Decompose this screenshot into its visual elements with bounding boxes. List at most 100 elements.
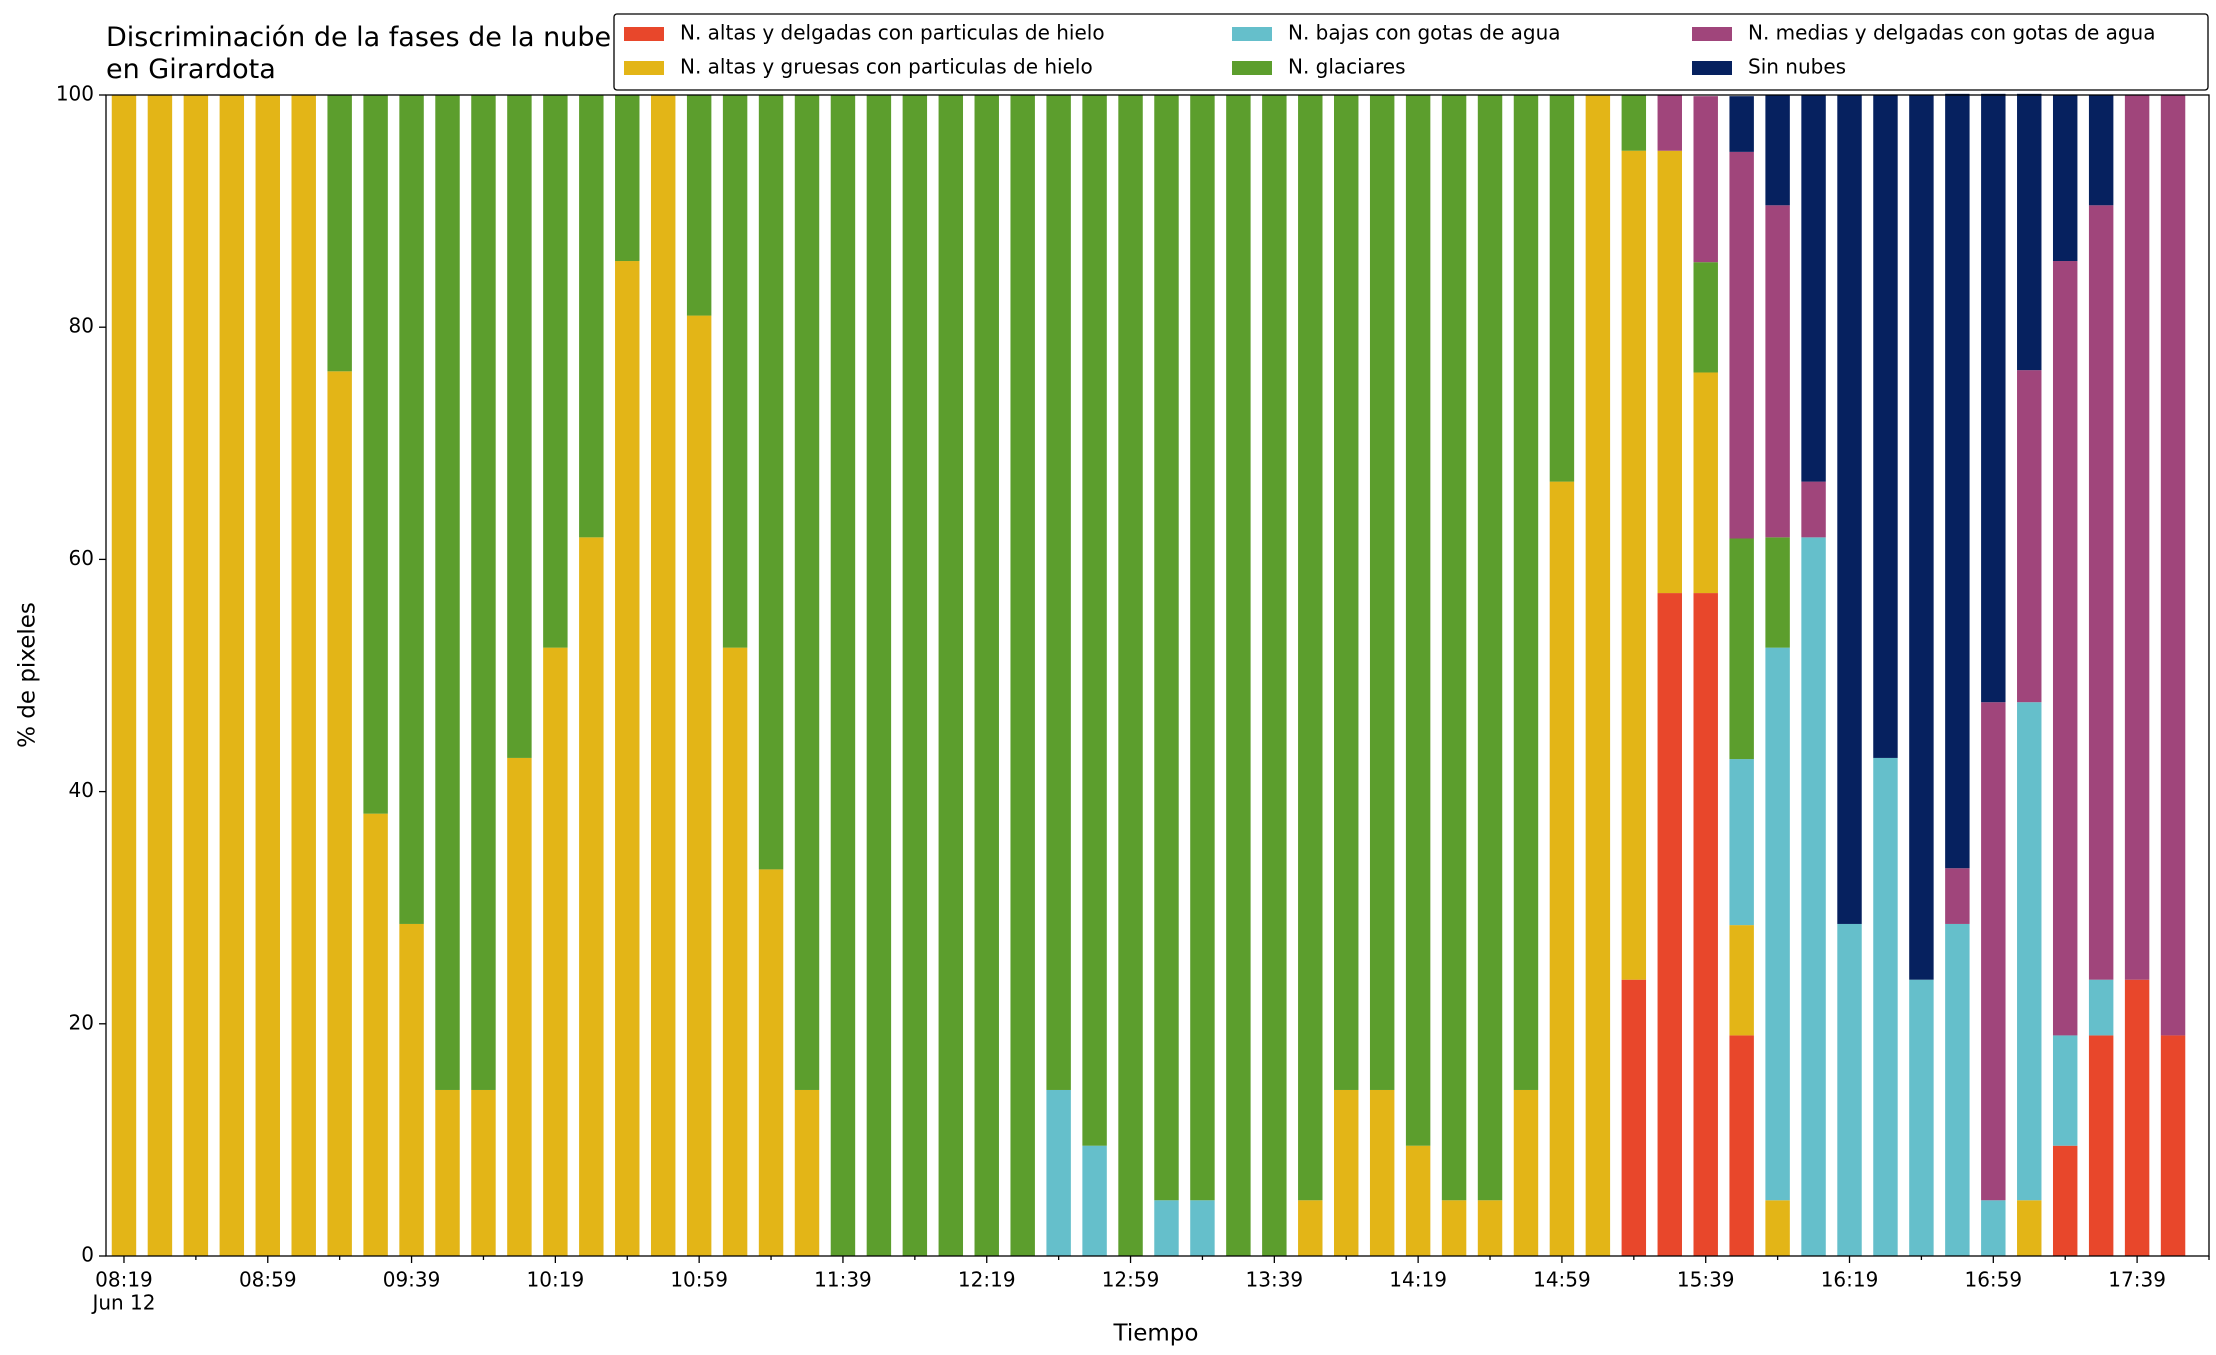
bar-segment <box>1405 95 1431 1146</box>
bar-segment <box>1945 93 1970 869</box>
x-tick-label: 14:59 <box>1533 1268 1591 1292</box>
bar-segment <box>2088 95 2114 206</box>
legend-label: N. glaciares <box>1288 55 1406 79</box>
bar-segment <box>1082 1145 1107 1256</box>
bar-segment <box>1298 1200 1323 1256</box>
bar-segment <box>183 95 209 1256</box>
bar-segment <box>2017 93 2042 371</box>
bar-segment <box>1334 1089 1359 1256</box>
bar-segment <box>435 95 460 1090</box>
bar-segment <box>147 95 173 1256</box>
bar-segment <box>399 95 424 924</box>
bar-segment <box>1657 150 1682 594</box>
bar-segment <box>1549 95 1575 482</box>
bar-segment <box>866 95 892 1256</box>
bar-segment <box>2052 95 2078 262</box>
bar-segment <box>2088 205 2114 980</box>
bar-segment <box>2017 702 2042 1201</box>
bar-segment <box>722 95 748 648</box>
legend-box <box>613 13 2209 91</box>
bar-segment <box>1765 537 1790 648</box>
x-tick-label: 12:59 <box>1102 1268 1160 1292</box>
bar-segment <box>1801 481 1826 538</box>
bar-segment <box>1046 95 1071 1090</box>
bar-segment <box>1729 538 1754 760</box>
bar-segment <box>2052 1035 2078 1146</box>
bar-segment <box>579 537 604 1256</box>
bar-segment <box>1837 95 1862 924</box>
bar-segment <box>1837 923 1862 1256</box>
bar-segment <box>1118 95 1143 1256</box>
bar-segment <box>1729 1035 1754 1256</box>
bar-segment <box>1441 95 1467 1201</box>
legend-label: Sin nubes <box>1748 55 1846 79</box>
bar-segment <box>1693 96 1718 263</box>
x-tick-label: 10:59 <box>670 1268 728 1292</box>
x-tick-label: 12:19 <box>958 1268 1016 1292</box>
bar-segment <box>1262 95 1287 1256</box>
bar-segment <box>111 95 137 1256</box>
bar-segment <box>758 869 784 1256</box>
bar-segment <box>255 95 280 1256</box>
x-tick-label: 17:39 <box>2108 1268 2166 1292</box>
bar-segment <box>686 315 712 1257</box>
bar-segment <box>327 371 352 1256</box>
x-tick-label: 10:19 <box>527 1268 585 1292</box>
bar-segment <box>2052 1145 2078 1256</box>
y-tick-label: 60 <box>69 546 94 570</box>
bar-segment <box>2017 1200 2042 1256</box>
bar-segment <box>2017 370 2042 703</box>
bar-segment <box>1945 923 1970 1256</box>
bar-segment <box>1226 95 1251 1256</box>
legend-swatch <box>1692 61 1732 75</box>
x-tick-label: 11:39 <box>814 1268 872 1292</box>
bar-segment <box>435 1089 460 1256</box>
bar-segment <box>1369 1089 1395 1256</box>
legend-label: N. altas y delgadas con particulas de hi… <box>680 21 1105 45</box>
legend-swatch <box>1232 27 1272 41</box>
bar-segment <box>1477 1200 1503 1256</box>
bar-segment <box>686 95 712 316</box>
x-tick-label: 08:19 <box>95 1268 153 1292</box>
bar-segment <box>1693 372 1718 594</box>
bar-segment <box>1657 95 1682 151</box>
y-tick-label: 40 <box>69 778 94 802</box>
chart-title: Discriminación de la fases de la nube en… <box>106 22 612 85</box>
legend-swatch <box>1232 61 1272 75</box>
bar-segment <box>1477 95 1503 1201</box>
bar-segment <box>507 757 532 1256</box>
bar-segment <box>1729 925 1754 1036</box>
y-tick-label: 20 <box>69 1010 94 1034</box>
bar-segment <box>1046 1089 1071 1256</box>
bar-segment <box>1765 205 1790 538</box>
bar-segment <box>1945 868 1970 924</box>
legend-label: N. altas y gruesas con particulas de hie… <box>680 55 1093 79</box>
bar-segment <box>794 1089 820 1256</box>
bar-segment <box>1801 95 1826 482</box>
bar-segment <box>579 95 604 538</box>
legend-label: N. bajas con gotas de agua <box>1288 21 1561 45</box>
bar-segment <box>1154 1200 1179 1256</box>
bar-segment <box>399 923 424 1256</box>
bar-segment <box>1010 95 1035 1256</box>
bar-segment <box>1729 151 1754 539</box>
bar-segment <box>1513 95 1539 1090</box>
bar-segment <box>1621 95 1647 151</box>
bar-segment <box>363 95 388 814</box>
bar-segment <box>830 95 856 1256</box>
y-tick-label: 80 <box>69 314 94 338</box>
legend-swatch <box>1692 27 1732 41</box>
bar-segment <box>471 1089 496 1256</box>
bar-segment <box>471 95 496 1090</box>
bar-segment <box>1729 759 1754 926</box>
bar-segment <box>1298 95 1323 1201</box>
bar-segment <box>1549 481 1575 1256</box>
bar-segment <box>1621 150 1647 980</box>
x-axis-label: Tiempo <box>1113 1321 1199 1347</box>
bar-segment <box>2160 1035 2186 1256</box>
bar-segment <box>2124 979 2150 1256</box>
bar-segment <box>2088 1035 2114 1256</box>
legend-swatch <box>624 27 664 41</box>
